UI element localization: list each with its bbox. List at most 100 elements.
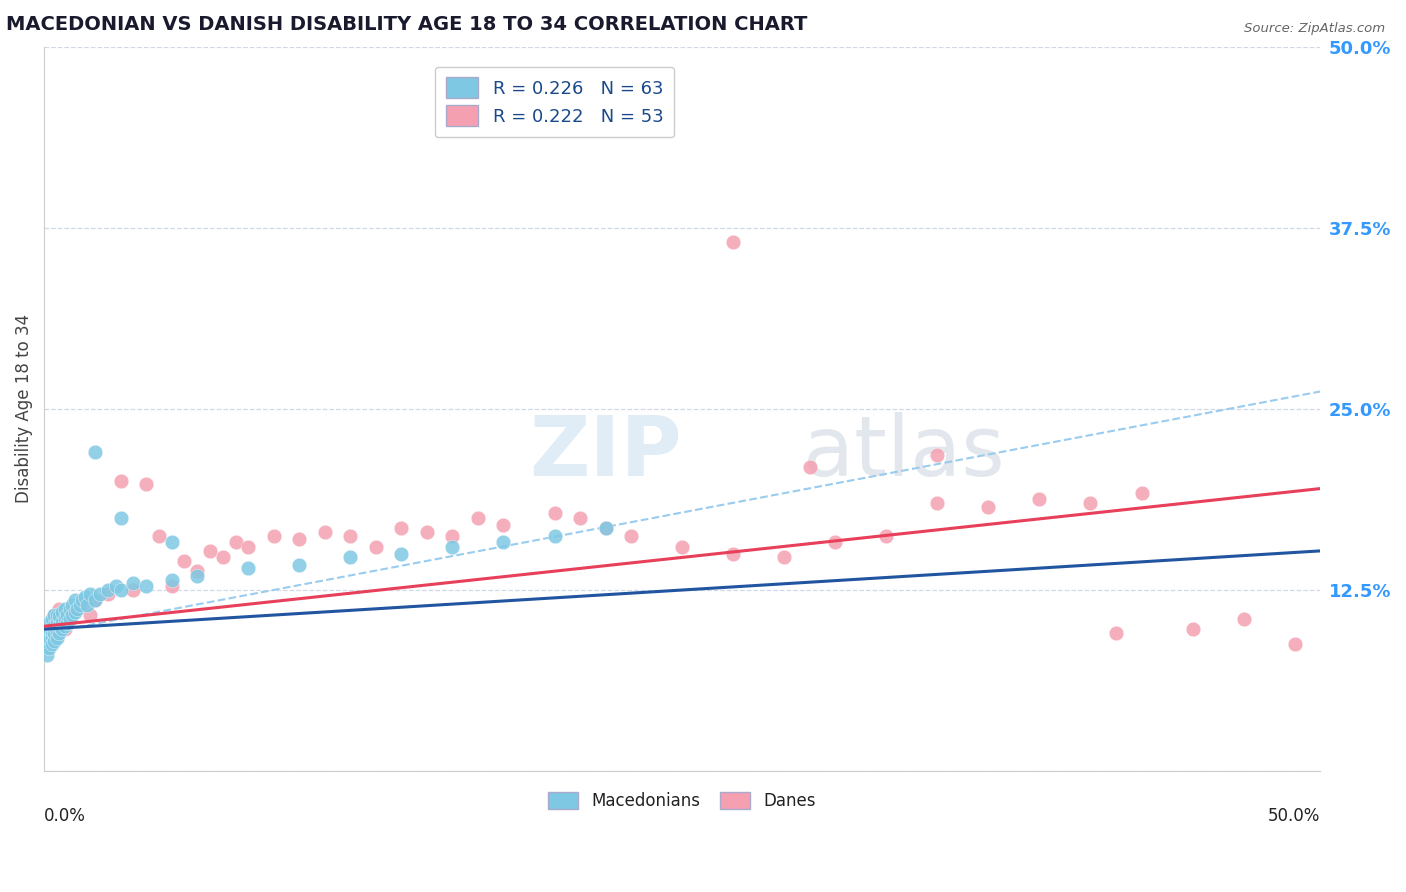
Point [110,475,132,489]
Point [45,626,67,640]
Point [48,609,70,624]
Point [44,619,66,633]
Point [1232,612,1254,626]
Point [148,529,170,543]
Point [721,235,744,250]
Point [288,533,311,547]
Point [38,640,60,655]
Point [927,496,949,510]
Point [45,607,67,622]
Point [441,529,464,543]
Point [38,622,60,636]
Point [543,506,565,520]
Point [1028,491,1050,506]
Point [72,593,94,607]
Point [51,605,73,619]
Point [79,587,101,601]
Point [160,535,183,549]
Point [671,540,693,554]
Point [84,593,107,607]
Point [44,633,66,648]
Point [41,612,63,626]
Text: MACEDONIAN VS DANISH DISABILITY AGE 18 TO 34 CORRELATION CHART: MACEDONIAN VS DANISH DISABILITY AGE 18 T… [6,15,807,34]
Point [160,573,183,587]
Point [977,500,1000,515]
Point [59,612,82,626]
Point [41,619,63,633]
Point [416,524,439,539]
Point [773,549,796,564]
Point [38,616,60,631]
Point [44,626,66,640]
Point [45,615,67,629]
Point [63,593,86,607]
Point [225,535,247,549]
Point [97,582,120,597]
Point [135,477,157,491]
Point [59,612,82,626]
Point [441,540,464,554]
Point [63,605,86,619]
Point [173,554,195,568]
Point [339,529,361,543]
Point [69,598,91,612]
Point [620,529,643,543]
Legend: Macedonians, Danes: Macedonians, Danes [541,786,823,817]
Point [72,598,94,612]
Point [66,602,89,616]
Y-axis label: Disability Age 18 to 34: Disability Age 18 to 34 [15,314,32,503]
Point [198,544,221,558]
Point [339,549,361,564]
Point [238,540,260,554]
Point [1181,622,1204,636]
Point [41,629,63,643]
Point [1105,626,1128,640]
Point [467,510,489,524]
Point [721,547,744,561]
Point [186,564,208,578]
Point [135,579,157,593]
Point [79,607,101,622]
Point [104,579,127,593]
Point [35,648,58,663]
Point [51,622,73,636]
Point [389,521,412,535]
Point [1284,637,1306,651]
Point [73,591,96,605]
Point [1080,496,1102,510]
Point [122,582,145,597]
Point [44,607,66,622]
Point [927,448,949,462]
Point [110,582,132,597]
Point [824,535,846,549]
Point [60,607,83,622]
Point [875,529,897,543]
Point [48,602,70,616]
Text: Source: ZipAtlas.com: Source: ZipAtlas.com [1244,22,1385,36]
Point [38,631,60,645]
Point [186,568,208,582]
Point [389,547,412,561]
Point [492,535,515,549]
Point [56,616,79,631]
Point [53,622,76,636]
Point [53,619,76,633]
Point [35,626,58,640]
Point [122,575,145,590]
Text: atlas: atlas [803,412,1005,493]
Point [799,459,821,474]
Point [97,587,120,601]
Point [595,521,617,535]
Point [263,529,285,543]
Point [364,540,387,554]
Point [314,524,336,539]
Point [38,619,60,633]
Point [48,626,70,640]
Text: 0.0%: 0.0% [44,807,86,825]
Point [211,549,233,564]
Point [543,529,565,543]
Point [51,615,73,629]
Point [110,510,132,524]
Point [84,445,107,459]
Point [41,624,63,638]
